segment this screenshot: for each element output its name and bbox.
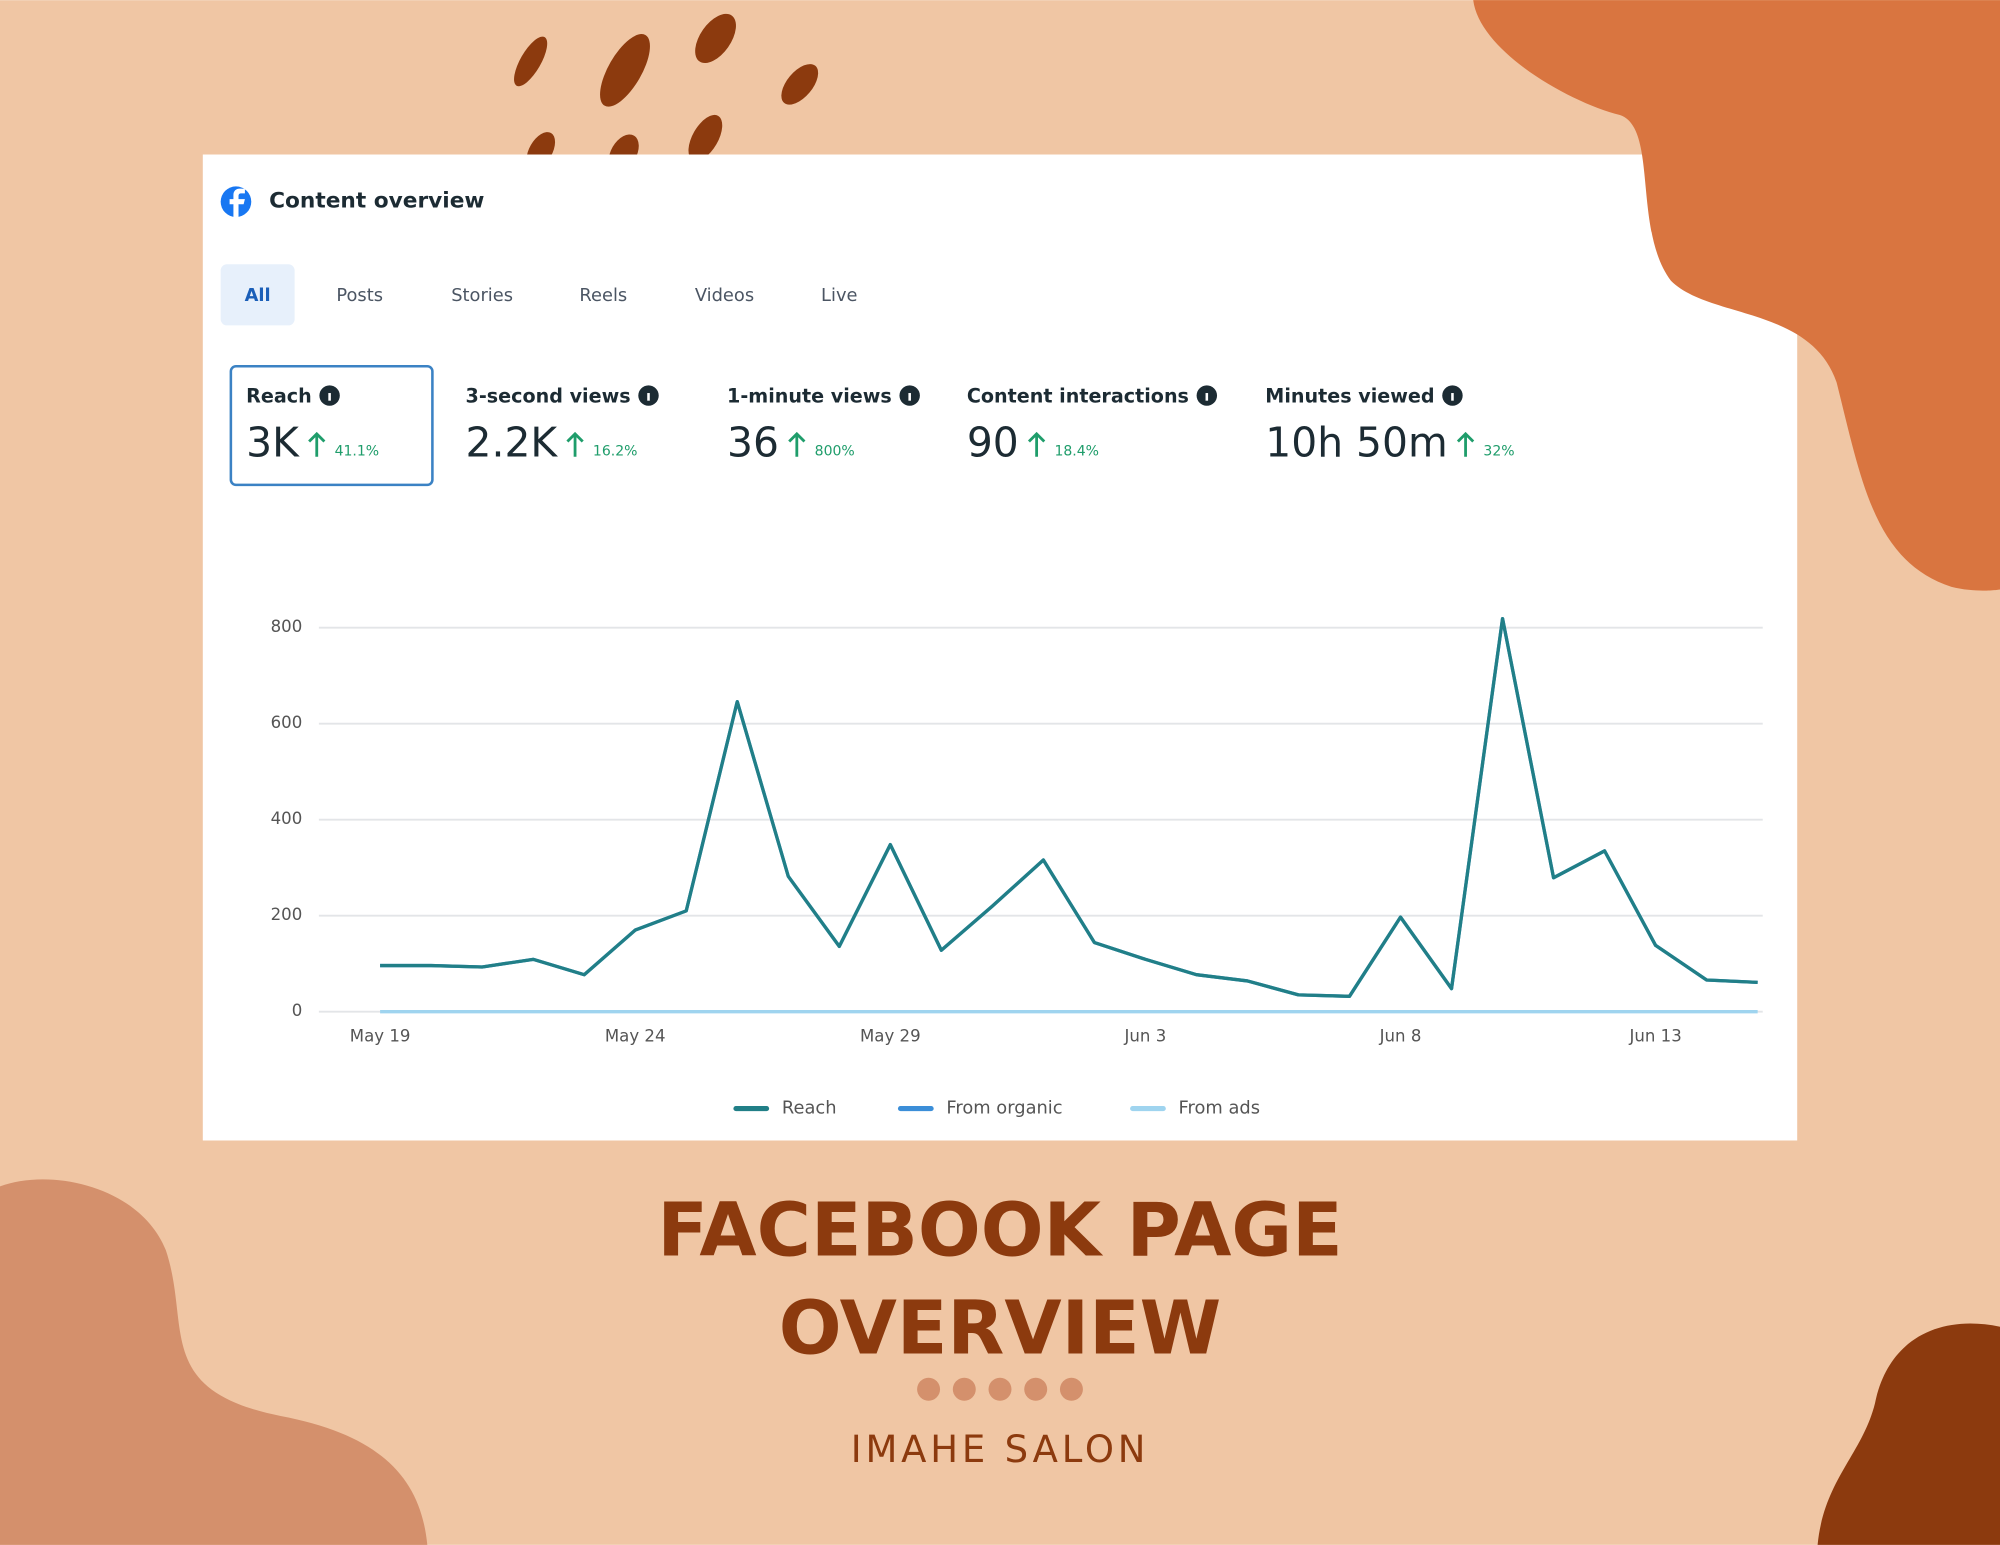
metric-label: Reach	[246, 384, 312, 407]
metric-value: 36	[727, 418, 779, 466]
x-tick-label: Jun 3	[1124, 1027, 1167, 1046]
metric-label: Minutes viewed	[1265, 384, 1434, 407]
legend-label: From organic	[946, 1098, 1062, 1119]
up-arrow	[308, 431, 326, 457]
up-arrow	[1027, 431, 1046, 457]
info-icon	[647, 393, 650, 401]
legend-label: From ads	[1179, 1098, 1260, 1119]
tab[interactable]: Stories	[451, 285, 513, 306]
x-tick-label: May 24	[605, 1027, 666, 1046]
poster-subtitle: IMAHE SALON	[851, 1428, 1150, 1471]
blob	[1817, 1323, 2000, 1545]
poster-title: FACEBOOK PAGE	[657, 1187, 1342, 1273]
metric-change: 16.2%	[593, 444, 638, 460]
tab[interactable]: Live	[821, 285, 857, 306]
facebook-icon	[229, 188, 245, 218]
metric-label: 1-minute views	[727, 384, 892, 407]
metric-change: 32%	[1483, 444, 1514, 460]
info-icon	[328, 393, 331, 401]
metric-value: 2.2K	[466, 418, 559, 466]
x-tick-label: May 29	[860, 1027, 921, 1046]
y-tick-label: 600	[271, 713, 303, 732]
blob	[0, 1179, 428, 1545]
metric-value: 90	[967, 418, 1019, 466]
series-line	[380, 616, 1758, 998]
metric-label: Content interactions	[967, 384, 1189, 407]
info-icon	[1205, 393, 1209, 401]
y-tick-label: 200	[271, 905, 303, 924]
metric-value: 3K	[246, 418, 300, 466]
tab[interactable]: Reels	[579, 285, 627, 306]
metric-value: 10h 50m	[1265, 418, 1447, 466]
metric-change: 18.4%	[1054, 444, 1099, 460]
metric-label: 3-second views	[466, 384, 631, 407]
up-arrow	[566, 431, 584, 457]
poster-title: OVERVIEW	[779, 1286, 1222, 1372]
up-arrow	[788, 431, 806, 457]
y-tick-label: 0	[292, 1001, 303, 1020]
tab[interactable]: Videos	[695, 285, 754, 306]
card	[202, 154, 1798, 1141]
x-tick-label: Jun 13	[1628, 1027, 1681, 1046]
tab-selected-bg	[220, 264, 295, 326]
blob	[1473, 0, 2000, 591]
tab[interactable]: Posts	[336, 285, 383, 306]
legend-label: Reach	[782, 1098, 837, 1119]
metric-change: 41.1%	[335, 444, 380, 460]
x-tick-label: Jun 8	[1379, 1027, 1422, 1046]
y-tick-label: 400	[271, 809, 303, 828]
header-title: Content overview	[269, 189, 484, 214]
tab[interactable]: All	[245, 285, 271, 306]
decoration-dots	[917, 1377, 1083, 1401]
info-icon	[1451, 393, 1454, 401]
x-tick-label: May 19	[350, 1027, 411, 1046]
metric-change: 800%	[815, 444, 855, 460]
up-arrow	[1456, 431, 1475, 457]
metric-selected-box	[229, 364, 434, 487]
info-icon	[908, 393, 911, 401]
y-tick-label: 800	[271, 617, 303, 636]
